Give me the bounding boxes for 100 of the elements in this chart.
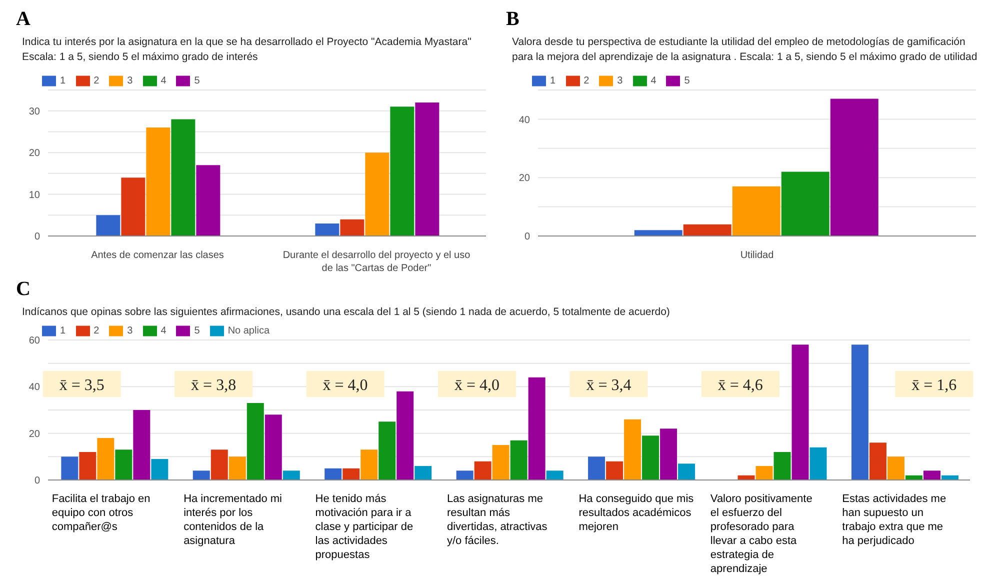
legend-label: 2 — [94, 76, 100, 87]
bar — [456, 470, 474, 480]
bar — [171, 119, 196, 236]
text: A — [16, 8, 32, 31]
y-tick-label: 20 — [518, 173, 530, 184]
y-tick-label: 20 — [28, 148, 40, 160]
x-tick-label: Utilidad — [740, 250, 774, 261]
legend-label: 1 — [60, 76, 66, 87]
legend-label: 2 — [584, 76, 590, 87]
x-tick-label: Valoro positivamente el esfuerzo del profesorado para llevar a cabo esta estrategia de aprendizaje — [710, 493, 812, 575]
legend-label: 3 — [127, 76, 133, 87]
y-tick-label: 20 — [28, 428, 40, 440]
x-tick-label: Antes de comenzar las clases — [91, 250, 224, 261]
bar — [133, 410, 150, 480]
y-tick-label: 0 — [524, 232, 530, 243]
legend-label: 1 — [550, 76, 556, 87]
annotation: x̄ = 1,6 — [912, 377, 957, 394]
bar — [923, 470, 940, 480]
legend-label: 3 — [127, 326, 133, 337]
y-tick-label: 60 — [28, 336, 40, 347]
chart-title: Indícanos que opinas sobre las siguientes afirmaciones, usando una escala del 1 al 5 (siendo 1 nada de acuerdo, 5 totalmente de acuerdo) — [22, 305, 671, 320]
bar — [146, 128, 170, 236]
bar — [228, 456, 246, 480]
legend-label: 4 — [160, 76, 166, 87]
bar — [96, 215, 120, 236]
legend-label: 5 — [194, 76, 200, 87]
x-tick-label: Durante el desarrollo del proyecto y el uso de las "Cartas de Poder" — [282, 250, 471, 274]
x-tick-label: Facilita el trabajo en equipo con otros compañer@s — [52, 493, 150, 533]
bar — [781, 172, 830, 236]
bar — [510, 440, 528, 480]
bar — [324, 468, 342, 480]
annotation: x̄ = 3,5 — [59, 377, 104, 394]
legend-label: 4 — [160, 326, 166, 337]
annotation: x̄ = 3,4 — [586, 377, 632, 394]
bar — [342, 468, 360, 480]
y-tick-label: 40 — [518, 114, 530, 126]
y-tick-label: 10 — [28, 190, 40, 201]
bar — [642, 436, 660, 480]
bar — [810, 447, 827, 480]
bar — [79, 452, 96, 480]
bar — [414, 466, 432, 480]
bar — [415, 102, 440, 236]
bar — [246, 403, 264, 480]
legend-label: 5 — [194, 326, 200, 337]
legend-label: 4 — [650, 76, 656, 87]
chart-title: Valora desde tu perspectiva de estudiante la utilidad del empleo de metodologías de gamificación para la mejora del aprendizaje de la asignatura . Escala: 1 a 5, siendo 5 el máximo grado de utilidad — [512, 35, 978, 65]
bar — [492, 445, 510, 480]
y-tick-label: 0 — [34, 232, 40, 243]
x-tick-label: He tenido más motivación para ir a clase y participar de las actividades propuestas — [315, 493, 414, 561]
bar — [61, 456, 78, 480]
bar — [97, 438, 114, 480]
bar — [546, 470, 564, 480]
bar — [774, 452, 791, 480]
legend-label: 3 — [617, 76, 623, 87]
bar — [365, 152, 390, 236]
bar — [678, 464, 696, 480]
bar — [851, 344, 868, 480]
x-tick-label: Las asignaturas me resultan más divertidas, atractivas y/o fáciles. — [447, 493, 548, 547]
bar — [634, 230, 682, 236]
legend-label: 2 — [94, 326, 100, 337]
text: B — [506, 8, 520, 31]
text: C — [16, 278, 32, 301]
annotation: x̄ = 4,6 — [718, 377, 763, 394]
bar — [315, 223, 340, 236]
bar — [792, 344, 809, 480]
annotation: x̄ = 4,0 — [322, 377, 368, 394]
bar — [151, 459, 168, 480]
annotation: x̄ = 4,0 — [454, 377, 500, 394]
bar — [606, 461, 624, 480]
bar — [528, 377, 546, 480]
bar — [196, 165, 220, 236]
x-tick-label: Ha incrementado mi interés por los contenidos de la asignatura — [184, 493, 282, 547]
bar — [390, 106, 414, 236]
chart-title: Indica tu interés por la asignatura en la que se ha desarrollado el Proyecto "Academia Myastara" Escala: 1 a 5, siendo 5 el máximo grado de interés — [22, 35, 472, 65]
legend-label: 5 — [684, 76, 690, 87]
bar — [282, 470, 300, 480]
bar — [624, 419, 642, 480]
bar — [210, 450, 228, 480]
bar — [340, 219, 364, 236]
bar — [660, 428, 678, 480]
bar — [121, 178, 146, 236]
bar — [830, 98, 878, 236]
bar — [474, 461, 492, 480]
bar — [192, 470, 210, 480]
y-tick-label: 40 — [28, 382, 40, 394]
x-tick-label: Estas actividades me han supuesto un trabajo extra que me ha perjudicado — [842, 493, 946, 547]
annotation: x̄ = 3,8 — [191, 377, 236, 394]
bar — [732, 186, 780, 236]
x-tick-label: Ha conseguido que mis resultados académicos mejoren — [578, 493, 694, 533]
legend-label: No aplica — [228, 326, 270, 337]
bar — [396, 391, 414, 480]
bar — [756, 466, 773, 480]
legend-label: 1 — [60, 326, 66, 337]
bar — [683, 224, 732, 236]
bar — [115, 450, 132, 480]
bar — [588, 456, 606, 480]
bar — [264, 414, 282, 480]
bar — [869, 442, 886, 480]
y-tick-label: 0 — [34, 476, 40, 487]
bar — [887, 456, 904, 480]
